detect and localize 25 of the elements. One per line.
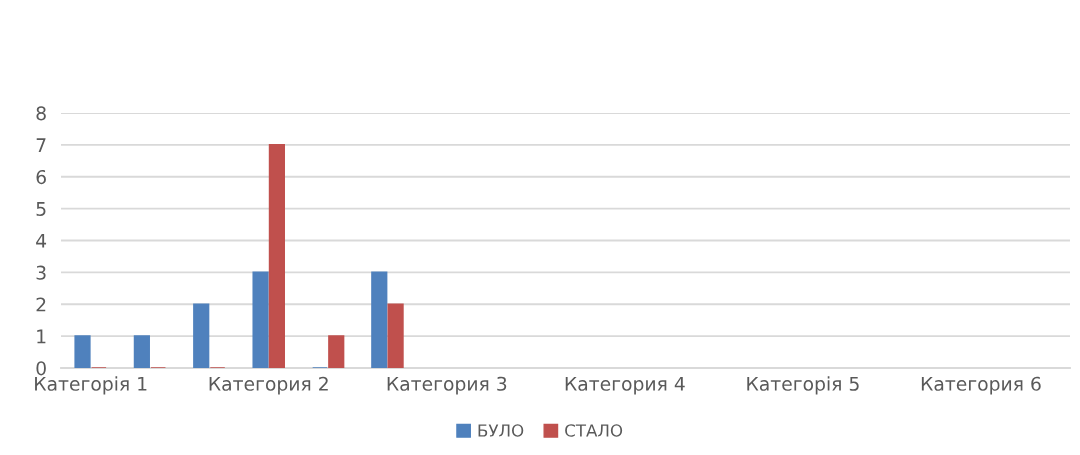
y-tick-label: 5 bbox=[36, 202, 46, 217]
bar bbox=[74, 335, 91, 368]
x-tick-label: Категорія 5 bbox=[747, 376, 859, 395]
bar bbox=[133, 335, 150, 368]
y-tick-label: 7 bbox=[36, 138, 46, 152]
y-tick-label: 8 bbox=[36, 106, 46, 121]
y-tick-label: 6 bbox=[36, 169, 46, 185]
y-tick-label: 1 bbox=[37, 329, 46, 344]
x-tick-label: Категория 6 bbox=[921, 376, 1041, 395]
x-tick-label: Категорія 1 bbox=[35, 376, 147, 395]
bar bbox=[328, 335, 345, 368]
y-tick-label: 2 bbox=[36, 297, 46, 312]
legend-label: БУЛО bbox=[478, 424, 524, 437]
bar bbox=[268, 144, 286, 368]
y-tick-label: 4 bbox=[36, 233, 47, 248]
bar bbox=[193, 303, 210, 368]
x-tick-label: Категория 4 bbox=[565, 376, 685, 395]
legend-label: СТАЛО bbox=[565, 424, 623, 437]
bar bbox=[371, 271, 388, 368]
x-tick-label: Категория 2 bbox=[209, 376, 328, 395]
bar bbox=[252, 271, 269, 368]
x-tick-label: Категория 3 bbox=[387, 376, 507, 395]
y-tick-label: 0 bbox=[36, 361, 46, 376]
bar bbox=[387, 303, 404, 368]
y-tick-label: 3 bbox=[36, 265, 46, 280]
